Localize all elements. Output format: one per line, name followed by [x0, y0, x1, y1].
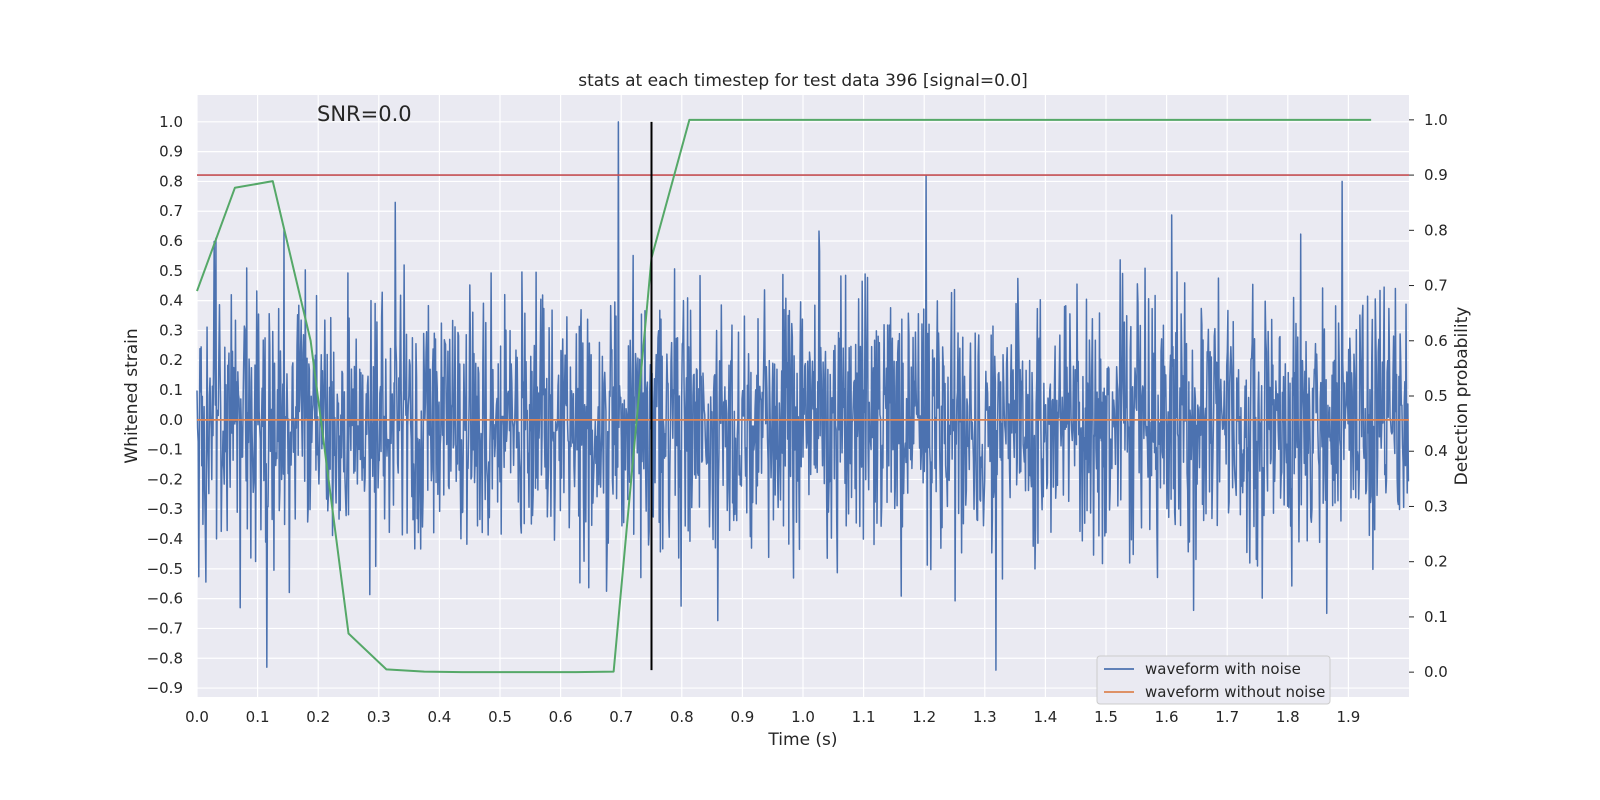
y2-axis-ticks: 1.0 0.9 0.8 0.7 0.6 0.5 0.4 0.3 0.2 0.1 0.0 — [1409, 111, 1448, 681]
x-tick-label: 1.9 — [1336, 708, 1360, 726]
y-tick-label: 0.2 — [159, 351, 183, 369]
plot-area — [196, 118, 1410, 674]
legend: waveform with noise waveform without noi… — [1096, 655, 1331, 705]
y-tick-label: −0.5 — [147, 560, 183, 578]
y2-tick-label: 0.7 — [1424, 277, 1448, 295]
x-tick-label: 0.2 — [306, 708, 330, 726]
legend-box — [1096, 655, 1331, 705]
x-tick-label: 1.4 — [1033, 708, 1057, 726]
x-tick-label: 1.6 — [1155, 708, 1179, 726]
y-tick-label: 0.4 — [159, 292, 183, 310]
y-tick-label: 0.9 — [159, 143, 183, 161]
y2-tick-label: 0.9 — [1424, 166, 1448, 184]
y-tick-label: −0.6 — [147, 590, 183, 608]
y2-tick-label: 1.0 — [1424, 111, 1448, 129]
y-tick-label: 0.3 — [159, 321, 183, 339]
y-tick-label: −0.9 — [147, 679, 183, 697]
x-tick-label: 0.3 — [367, 708, 391, 726]
y-tick-label: 0.5 — [159, 262, 183, 280]
x-axis-label: Time (s) — [767, 730, 837, 750]
y-tick-label: 0.6 — [159, 232, 183, 250]
x-tick-label: 0.0 — [185, 708, 209, 726]
x-tick-label: 0.5 — [488, 708, 512, 726]
y2-tick-label: 0.4 — [1424, 442, 1448, 460]
y2-tick-label: 0.5 — [1424, 387, 1448, 405]
chart-title: stats at each timestep for test data 396… — [578, 71, 1028, 91]
y-tick-label: 0.7 — [159, 202, 183, 220]
y-tick-label: −0.1 — [147, 441, 183, 459]
y-axis-ticks: 1.0 0.9 0.8 0.7 0.6 0.5 0.4 0.3 0.2 0.1 0.0 −0.1 −0.… — [147, 113, 183, 697]
y-tick-label: −0.7 — [147, 619, 183, 637]
series-detection-probability — [196, 118, 1372, 674]
x-tick-label: 0.7 — [609, 708, 633, 726]
x-tick-label: 1.3 — [973, 708, 997, 726]
y2-tick-label: 0.0 — [1424, 663, 1448, 681]
y-tick-label: 0.8 — [159, 172, 183, 190]
x-tick-label: 1.8 — [1276, 708, 1300, 726]
x-tick-label: 0.8 — [670, 708, 694, 726]
legend-label-clean: waveform without noise — [1145, 683, 1325, 701]
x-tick-label: 1.5 — [1094, 708, 1118, 726]
y-tick-label: 1.0 — [159, 113, 183, 131]
legend-label-noise: waveform with noise — [1145, 660, 1301, 678]
y2-tick-label: 0.1 — [1424, 608, 1448, 626]
x-tick-label: 1.1 — [852, 708, 876, 726]
x-axis-ticks: 0.0 0.1 0.2 0.3 0.4 0.5 0.6 0.7 0.8 0.9 1.0 1.1 1.2 1… — [185, 708, 1360, 726]
x-tick-label: 0.6 — [549, 708, 573, 726]
y-tick-label: −0.2 — [147, 470, 183, 488]
y-axis-label: Whitened strain — [122, 328, 142, 463]
y2-tick-label: 0.8 — [1424, 221, 1448, 239]
y2-tick-label: 0.2 — [1424, 553, 1448, 571]
y-tick-label: 0.1 — [159, 381, 183, 399]
y2-axis-label: Detection probability — [1452, 307, 1472, 486]
y2-tick-label: 0.6 — [1424, 332, 1448, 350]
y-tick-label: −0.4 — [147, 530, 183, 548]
x-tick-label: 0.4 — [427, 708, 451, 726]
x-tick-label: 1.7 — [1215, 708, 1239, 726]
snr-annotation: SNR=0.0 — [317, 102, 412, 126]
y-tick-label: −0.3 — [147, 500, 183, 518]
y2-tick-label: 0.3 — [1424, 497, 1448, 515]
x-tick-label: 0.1 — [246, 708, 270, 726]
x-tick-label: 1.0 — [791, 708, 815, 726]
x-tick-label: 1.2 — [912, 708, 936, 726]
x-tick-label: 0.9 — [730, 708, 754, 726]
y-tick-label: −0.8 — [147, 649, 183, 667]
y-tick-label: 0.0 — [159, 411, 183, 429]
